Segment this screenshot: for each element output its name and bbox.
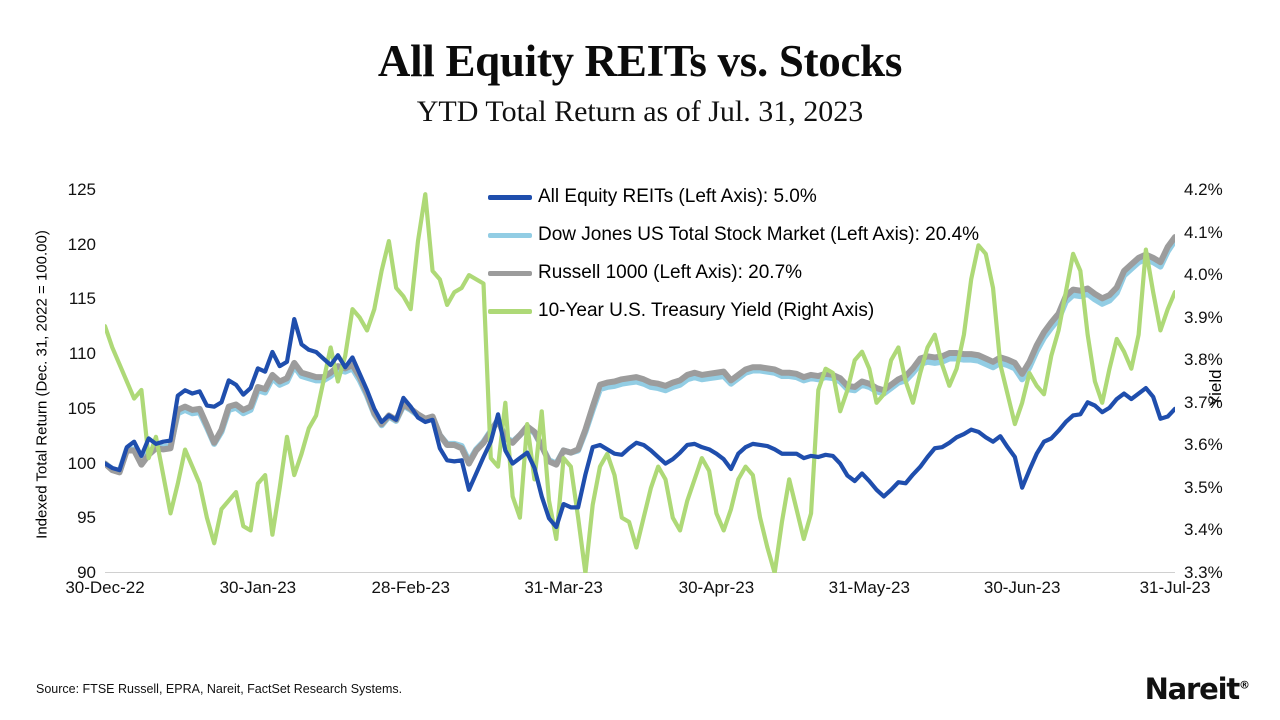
x-axis-tick: 30-Apr-23 [678, 578, 755, 597]
y-axis-right-ticks: 3.3% 3.4% 3.5% 3.6% 3.7% 3.8% 3.9% 4.0% 4.1% 4.2% [1184, 0, 1254, 720]
legend-swatch-icon [488, 194, 532, 200]
y-axis-left-tick: 110 [68, 344, 96, 364]
x-axis-tick: 28-Feb-23 [371, 578, 450, 597]
legend-item-label: Russell 1000 (Left Axis): 20.7% [538, 262, 803, 283]
legend-swatch-icon [488, 270, 532, 276]
y-axis-left-tick: 95 [77, 508, 96, 528]
chart-legend: All Equity REITs (Left Axis): 5.0% Dow Jo… [488, 178, 979, 330]
y-axis-left-ticks: 90 95 100 105 110 115 120 125 [36, 0, 96, 720]
legend-swatch-icon [488, 308, 532, 314]
legend-item-russell[interactable]: Russell 1000 (Left Axis): 20.7% [488, 254, 979, 292]
legend-item-djtsm[interactable]: Dow Jones US Total Stock Market (Left Ax… [488, 216, 979, 254]
y-axis-left-tick: 120 [67, 234, 96, 254]
y-axis-right-tick: 3.9% [1184, 307, 1223, 327]
x-axis-tick: 30-Jan-23 [219, 578, 297, 597]
y-axis-right-tick: 3.3% [1184, 563, 1223, 582]
legend-swatch-icon [488, 232, 532, 238]
legend-item-label: All Equity REITs (Left Axis): 5.0% [538, 186, 817, 207]
y-axis-right-tick: 3.6% [1184, 435, 1223, 455]
brand-name: Nareit [1144, 672, 1241, 706]
registered-mark: ® [1239, 678, 1250, 692]
source-note: Source: FTSE Russell, EPRA, Nareit, Fact… [36, 682, 403, 696]
y-axis-left-tick: 115 [68, 289, 96, 309]
legend-item-label: Dow Jones US Total Stock Market (Left Ax… [538, 224, 980, 245]
y-axis-right-tick: 4.2% [1184, 180, 1223, 199]
x-axis-tick: 30-Dec-22 [65, 578, 145, 597]
y-axis-right-tick: 3.4% [1184, 520, 1223, 540]
x-axis-tick: 31-Jul-23 [1139, 578, 1211, 597]
x-axis-tick: 31-Mar-23 [524, 578, 603, 597]
legend-item-label: 10-Year U.S. Treasury Yield (Right Axis) [538, 300, 875, 321]
legend-item-yield[interactable]: 10-Year U.S. Treasury Yield (Right Axis) [488, 292, 979, 330]
y-axis-left-tick: 105 [67, 398, 96, 418]
y-axis-right-tick: 3.7% [1184, 392, 1223, 412]
plot-area [105, 190, 1175, 573]
page-subtitle: YTD Total Return as of Jul. 31, 2023 [416, 95, 864, 128]
series-line-yield [105, 192, 1175, 573]
y-axis-right-tick: 4.1% [1184, 222, 1223, 242]
nareit-logo: Nareit® [1145, 672, 1250, 706]
y-axis-right-tick: 3.5% [1184, 477, 1223, 497]
y-axis-left-tick: 90 [77, 563, 96, 582]
series-line-reits [105, 317, 1175, 530]
title-block: All Equity REITs vs. Stocks YTD Total Re… [0, 34, 1280, 132]
chart-canvas [105, 192, 1175, 573]
series-line-russell [105, 234, 1175, 476]
legend-item-reits[interactable]: All Equity REITs (Left Axis): 5.0% [488, 178, 979, 216]
y-axis-left-tick: 125 [67, 180, 96, 199]
y-axis-left-tick: 100 [67, 453, 96, 473]
x-axis-tick: 31-May-23 [828, 578, 910, 597]
page-title: All Equity REITs vs. Stocks [377, 36, 903, 86]
y-axis-right-tick: 4.0% [1184, 265, 1223, 285]
x-axis-line [105, 572, 1175, 573]
y-axis-right-tick: 3.8% [1184, 350, 1223, 370]
x-axis-tick: 30-Jun-23 [983, 578, 1061, 597]
